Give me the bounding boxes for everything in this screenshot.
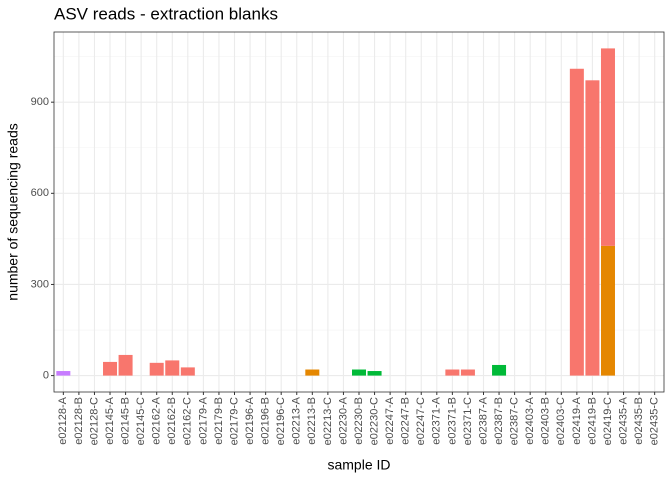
x-tick-label: e02435-A <box>617 396 629 444</box>
x-tick-label: e02419-B <box>586 397 598 445</box>
x-tick-label: e02403-B <box>540 397 552 445</box>
bar <box>367 371 382 376</box>
x-tick-label: e02403-C <box>555 397 567 445</box>
bar <box>351 369 367 376</box>
panel-border <box>53 31 665 393</box>
x-tick-label: e02387-B <box>493 397 505 445</box>
x-tick-label: e02213-A <box>291 396 303 444</box>
bar <box>492 364 507 376</box>
bar <box>180 367 195 376</box>
chart-title: ASV reads - extraction blanks <box>54 4 278 23</box>
x-tick-label: e02179-C <box>228 397 240 445</box>
x-tick-label: e02179-B <box>213 397 225 445</box>
x-tick-label: e02162-C <box>182 397 194 445</box>
x-tick-label: e02247-A <box>384 396 396 444</box>
x-tick-label: e02213-C <box>322 397 334 445</box>
bar <box>165 360 180 376</box>
bar <box>600 245 615 376</box>
x-tick-label: e02213-B <box>306 397 318 445</box>
x-tick-label: e02371-A <box>431 396 443 444</box>
x-axis-label: sample ID <box>327 457 390 473</box>
x-tick-label: e02196-B <box>260 397 272 445</box>
bar <box>445 369 460 376</box>
x-tick-label: e02419-A <box>571 396 583 444</box>
x-tick-label: e02387-A <box>477 396 489 444</box>
x-tick-label: e02435-B <box>633 397 645 445</box>
x-tick-label: e02419-C <box>602 397 614 445</box>
x-tick-label: e02230-B <box>353 397 365 445</box>
x-tick-label: e02162-B <box>166 397 178 445</box>
x-tick-label: e02403-A <box>524 396 536 444</box>
bar <box>600 48 615 246</box>
x-tick-label: e02196-C <box>275 397 287 445</box>
y-axis-label: number of sequencing reads <box>5 123 21 300</box>
x-tick-label: e02387-C <box>509 397 521 445</box>
x-tick-label: e02371-C <box>462 397 474 445</box>
x-tick-label: e02145-B <box>119 397 131 445</box>
x-tick-label: e02145-A <box>104 396 116 444</box>
x-tick-label: e02230-A <box>337 396 349 444</box>
x-tick-label: e02371-B <box>446 397 458 445</box>
bar <box>460 369 475 376</box>
bar <box>585 80 600 376</box>
y-tick-label: 300 <box>31 278 49 290</box>
y-tick-label: 900 <box>31 96 49 108</box>
bar <box>103 361 118 376</box>
bar <box>305 369 320 376</box>
x-tick-label: e02162-A <box>151 396 163 444</box>
x-tick-label: e02196-A <box>244 396 256 444</box>
bar <box>149 362 164 376</box>
y-tick-label: 0 <box>43 370 49 382</box>
bar <box>569 68 584 376</box>
x-tick-label: e02128-C <box>88 397 100 445</box>
x-tick-label: e02128-A <box>57 396 69 444</box>
x-tick-label: e02145-C <box>135 397 147 445</box>
x-tick-label: e02230-C <box>368 397 380 445</box>
x-tick-label: e02247-C <box>415 397 427 445</box>
x-tick-label: e02247-B <box>400 397 412 445</box>
x-tick-label: e02435-C <box>649 397 661 445</box>
x-tick-label: e02128-B <box>73 397 85 445</box>
bar <box>56 371 71 376</box>
bar <box>118 354 133 376</box>
y-tick-label: 600 <box>31 187 49 199</box>
x-tick-label: e02179-A <box>197 396 209 444</box>
